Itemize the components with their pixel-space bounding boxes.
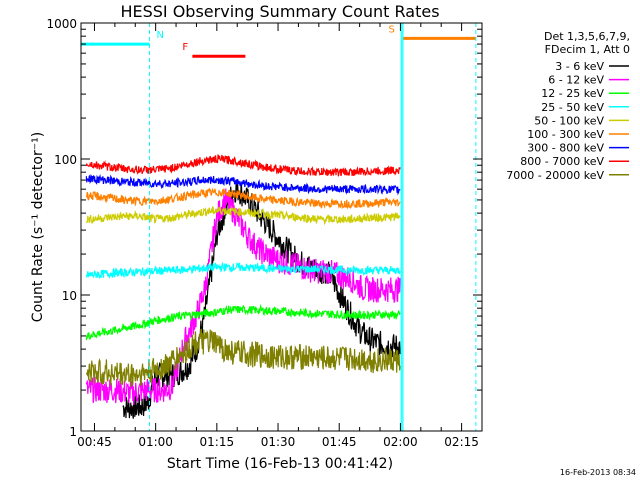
- chart-title: HESSI Observing Summary Count Rates: [120, 2, 439, 21]
- legend-label: 25 - 50 keV: [541, 101, 604, 114]
- y-axis-label: Count Rate (s⁻¹ detector⁻¹): [30, 132, 46, 322]
- x-axis-label: Start Time (16-Feb-13 00:41:42): [167, 456, 393, 472]
- series-line-100-300-kev: [85, 187, 401, 210]
- series-line-300-800-kev: [85, 173, 401, 196]
- legend: Det 1,3,5,6,7,9,FDecim 1, Att 0 3 - 6 keV…: [506, 30, 630, 182]
- y-tick-label: 100: [54, 153, 77, 167]
- x-tick-label: 01:00: [138, 435, 173, 449]
- plot-frame: [80, 22, 483, 432]
- legend-label: 800 - 7000 keV: [520, 155, 604, 168]
- legend-header-line: FDecim 1, Att 0: [545, 43, 630, 56]
- y-tick-label: 10: [62, 289, 77, 303]
- y-tick-label: 1: [69, 425, 77, 439]
- x-tick-label: 01:45: [322, 435, 357, 449]
- series-line-7000-20000-kev: [85, 328, 401, 387]
- x-tick-label: 01:15: [200, 435, 235, 449]
- series-line-50-100-kev: [85, 205, 401, 226]
- annotation-label-n: N: [157, 30, 164, 41]
- annotation-label-s: S: [388, 24, 394, 35]
- series-line-12-25-kev: [85, 303, 401, 341]
- legend-label: 7000 - 20000 keV: [506, 169, 604, 182]
- series-line-800-7000-kev: [85, 154, 401, 177]
- x-tick-label: 00:45: [77, 435, 112, 449]
- legend-header-line: Det 1,3,5,6,7,9,: [544, 30, 630, 43]
- legend-label: 100 - 300 keV: [527, 128, 604, 141]
- footer-date: 16-Feb-2013 08:34: [560, 468, 636, 477]
- x-tick-label: 02:15: [444, 435, 479, 449]
- series-line-3-6-kev: [122, 179, 401, 419]
- legend-label: 12 - 25 keV: [541, 87, 604, 100]
- legend-label: 3 - 6 keV: [555, 60, 604, 73]
- y-tick-label: 1000: [46, 17, 77, 31]
- legend-label: 50 - 100 keV: [534, 114, 604, 127]
- x-tick-label: 01:30: [261, 435, 296, 449]
- legend-label: 6 - 12 keV: [548, 74, 604, 87]
- annotation-label-f: F: [182, 42, 188, 53]
- series-line-25-50-kev: [85, 261, 401, 280]
- x-tick-label: 02:00: [383, 435, 418, 449]
- legend-label: 300 - 800 keV: [527, 142, 604, 155]
